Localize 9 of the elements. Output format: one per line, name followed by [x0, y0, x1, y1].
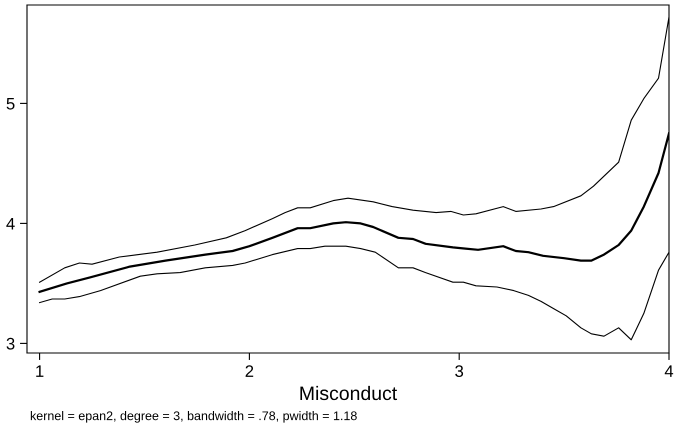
x-tick-label: 2	[246, 365, 254, 377]
y-tick-label: 3	[6, 338, 14, 350]
x-tick-label: 4	[664, 365, 674, 377]
y-tick-label: 5	[6, 98, 14, 110]
text: kernel = epan2, degree = 3, bandwidth = .78, pwidth = 1.18	[30, 411, 357, 423]
y-tick-label: 4	[6, 218, 15, 230]
x-tick-label: 3	[455, 365, 464, 378]
x-tick-label: 1	[36, 365, 44, 377]
x-axis-title: Misconduct	[300, 386, 398, 400]
